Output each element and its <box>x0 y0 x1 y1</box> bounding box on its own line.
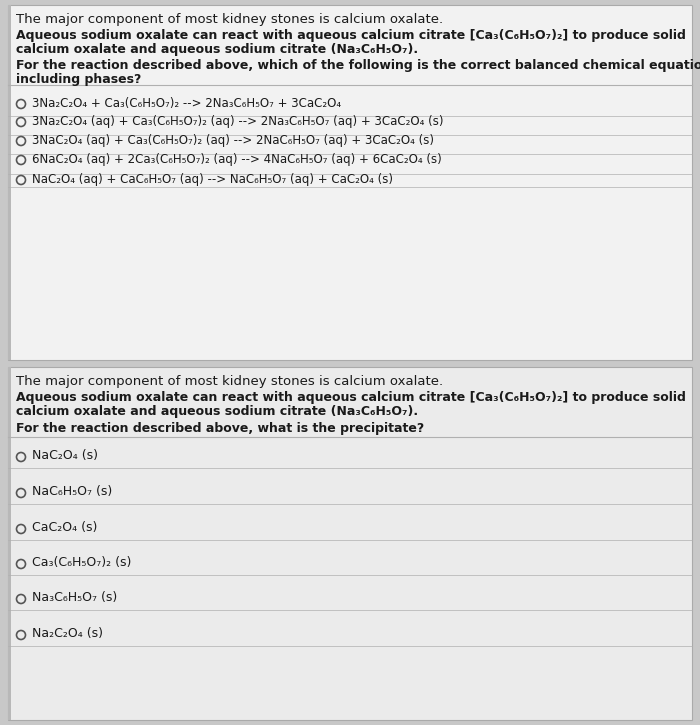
Bar <box>8 367 11 720</box>
Text: calcium oxalate and aqueous sodium citrate (Na₃C₆H₅O₇).: calcium oxalate and aqueous sodium citra… <box>16 405 418 418</box>
Text: Na₂C₂O₄ (s): Na₂C₂O₄ (s) <box>32 627 103 640</box>
Text: 6NaC₂O₄ (aq) + 2Ca₃(C₆H₅O₇)₂ (aq) --> 4NaC₆H₅O₇ (aq) + 6CaC₂O₄ (s): 6NaC₂O₄ (aq) + 2Ca₃(C₆H₅O₇)₂ (aq) --> 4N… <box>32 153 442 166</box>
Text: calcium oxalate and aqueous sodium citrate (Na₃C₆H₅O₇).: calcium oxalate and aqueous sodium citra… <box>16 43 418 56</box>
Text: including phases?: including phases? <box>16 73 141 86</box>
Text: 3Na₂C₂O₄ (aq) + Ca₃(C₆H₅O₇)₂ (aq) --> 2Na₃C₆H₅O₇ (aq) + 3CaC₂O₄ (s): 3Na₂C₂O₄ (aq) + Ca₃(C₆H₅O₇)₂ (aq) --> 2N… <box>32 115 444 128</box>
Text: NaC₂O₄ (s): NaC₂O₄ (s) <box>32 449 98 462</box>
Text: The major component of most kidney stones is calcium oxalate.: The major component of most kidney stone… <box>16 13 443 26</box>
Bar <box>8 367 692 720</box>
Text: NaC₆H₅O₇ (s): NaC₆H₅O₇ (s) <box>32 485 112 498</box>
Text: 3NaC₂O₄ (aq) + Ca₃(C₆H₅O₇)₂ (aq) --> 2NaC₆H₅O₇ (aq) + 3CaC₂O₄ (s): 3NaC₂O₄ (aq) + Ca₃(C₆H₅O₇)₂ (aq) --> 2Na… <box>32 134 434 147</box>
Text: Na₃C₆H₅O₇ (s): Na₃C₆H₅O₇ (s) <box>32 591 118 604</box>
Text: Ca₃(C₆H₅O₇)₂ (s): Ca₃(C₆H₅O₇)₂ (s) <box>32 556 132 569</box>
Text: For the reaction described above, what is the precipitate?: For the reaction described above, what i… <box>16 422 424 435</box>
Text: CaC₂O₄ (s): CaC₂O₄ (s) <box>32 521 97 534</box>
Text: NaC₂O₄ (aq) + CaC₆H₅O₇ (aq) --> NaC₆H₅O₇ (aq) + CaC₂O₄ (s): NaC₂O₄ (aq) + CaC₆H₅O₇ (aq) --> NaC₆H₅O₇… <box>32 173 393 186</box>
Bar <box>8 5 692 360</box>
Text: Aqueous sodium oxalate can react with aqueous calcium citrate [Ca₃(C₆H₅O₇)₂] to : Aqueous sodium oxalate can react with aq… <box>16 29 686 42</box>
Bar <box>8 5 11 360</box>
Text: For the reaction described above, which of the following is the correct balanced: For the reaction described above, which … <box>16 59 700 72</box>
Text: The major component of most kidney stones is calcium oxalate.: The major component of most kidney stone… <box>16 375 443 388</box>
Text: Aqueous sodium oxalate can react with aqueous calcium citrate [Ca₃(C₆H₅O₇)₂] to : Aqueous sodium oxalate can react with aq… <box>16 391 686 404</box>
Text: 3Na₂C₂O₄ + Ca₃(C₆H₅O₇)₂ --> 2Na₃C₆H₅O₇ + 3CaC₂O₄: 3Na₂C₂O₄ + Ca₃(C₆H₅O₇)₂ --> 2Na₃C₆H₅O₇ +… <box>32 97 341 110</box>
